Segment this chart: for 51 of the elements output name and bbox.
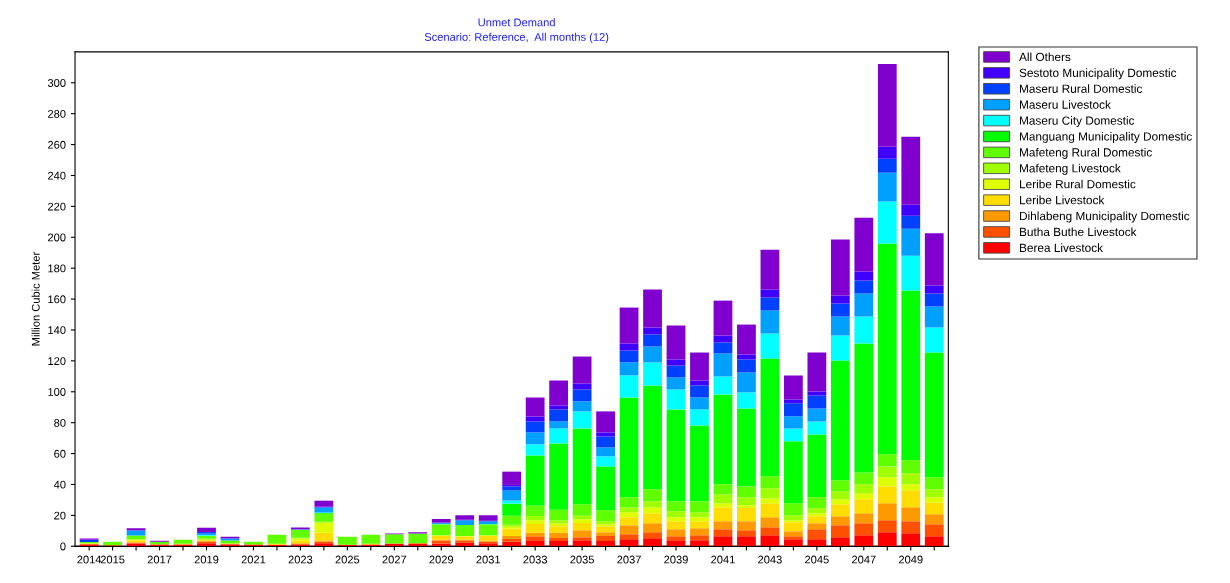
x-tick-label: 2049	[898, 555, 923, 564]
y-tick-label: 220	[48, 202, 66, 211]
x-tick-label: 2037	[617, 555, 641, 564]
legend-label: Maseru City Domestic	[1020, 116, 1135, 128]
legend-label: Leribe Rural Domestic	[1020, 179, 1136, 189]
x-tick-label: 2014	[77, 555, 102, 564]
y-axis-title: Million Cubic Meter	[31, 252, 40, 346]
legend-label: Sestoto Municipality Domestic	[1019, 68, 1177, 80]
legend-label: Manguang Municipality Domestic	[1020, 131, 1192, 143]
legend-label: Leribe Livestock	[1020, 195, 1105, 205]
y-tick-label: 0	[60, 542, 66, 551]
x-tick-label: 2023	[288, 555, 313, 564]
x-tick-label: 2043	[758, 555, 782, 564]
y-tick-label: 20	[54, 511, 66, 520]
legend-label: Maseru Rural Domestic	[1020, 84, 1143, 93]
y-tick-label: 40	[53, 480, 66, 489]
x-tick-label: 2029	[429, 555, 454, 564]
y-tick-label: 120	[48, 357, 66, 366]
y-tick-label: 240	[48, 171, 66, 180]
legend-label: Mafeteng Livestock	[1020, 163, 1121, 175]
legend-label: All Others	[1019, 52, 1071, 62]
x-tick-label: 2035	[570, 555, 594, 564]
y-tick-label: 180	[48, 264, 66, 273]
y-tick-label: 280	[48, 109, 66, 118]
legend-label: Mafeteng Rural Domestic	[1020, 147, 1152, 159]
y-tick-label: 60	[54, 449, 66, 458]
x-tick-label: 2033	[523, 555, 548, 564]
y-tick-label: 300	[47, 79, 66, 87]
x-tick-label: 2047	[852, 555, 876, 564]
x-tick-label: 2017	[147, 555, 172, 564]
y-tick-label: 160	[48, 295, 66, 304]
x-tick-label: 2015	[100, 555, 125, 564]
x-tick-label: 2045	[805, 555, 829, 564]
legend-label: Berea Livestock	[1020, 243, 1104, 252]
x-tick-label: 2025	[335, 555, 360, 564]
y-tick-label: 200	[48, 233, 66, 242]
chart-title: Unmet Demand	[478, 18, 555, 27]
legend-label: Butha Buthe Livestock	[1020, 227, 1137, 237]
x-tick-label: 2019	[194, 555, 219, 564]
y-tick-label: 140	[48, 326, 66, 335]
x-tick-label: 2031	[476, 555, 501, 564]
x-tick-label: 2027	[382, 555, 407, 564]
chart-subtitle: Scenario: Reference, All months (12)	[424, 32, 609, 44]
legend-label: Maseru Livestock	[1020, 100, 1111, 109]
y-tick-label: 260	[48, 140, 66, 149]
x-tick-label: 2021	[241, 555, 266, 564]
x-tick-label: 2039	[664, 555, 688, 564]
legend-label: Dihlabeng Municipality Domestic	[1020, 211, 1190, 223]
y-tick-label: 80	[54, 418, 66, 427]
x-tick-label: 2041	[711, 555, 735, 564]
y-tick-label: 100	[48, 388, 66, 396]
